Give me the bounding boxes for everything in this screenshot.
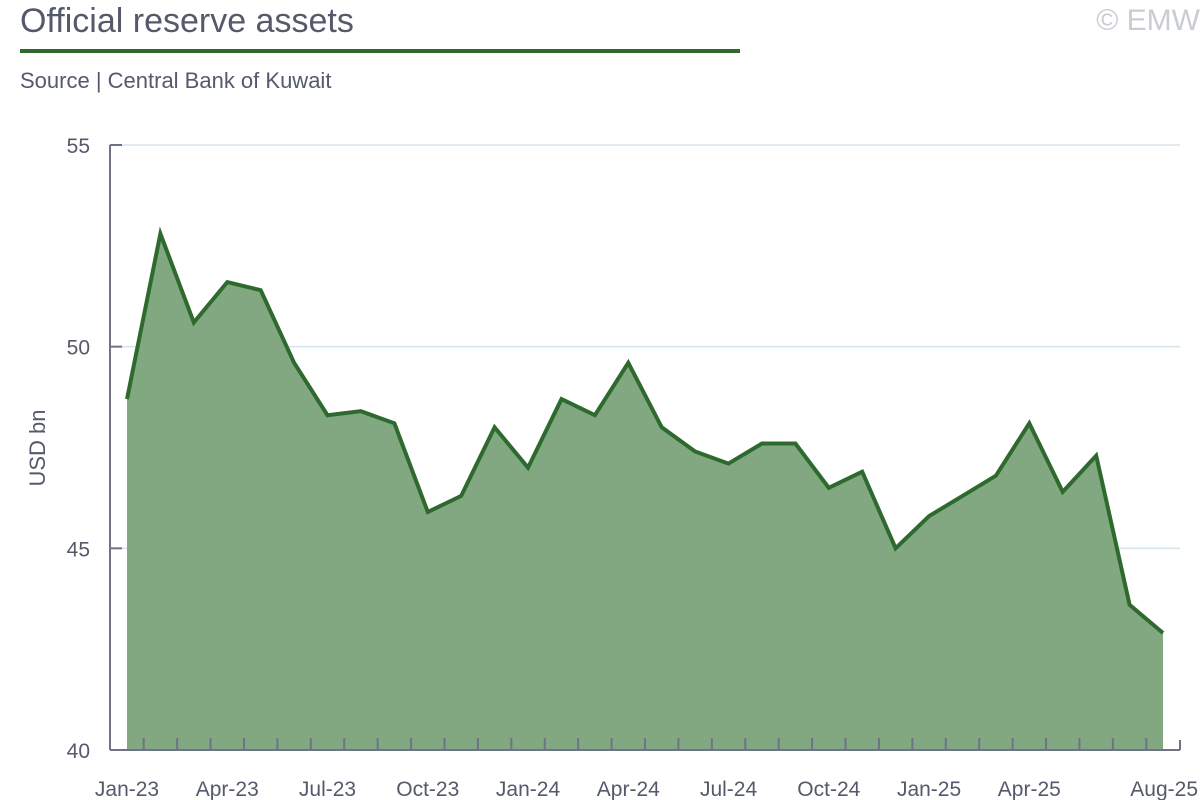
y-tick-label: 40 bbox=[67, 740, 90, 763]
y-tick-label: 50 bbox=[67, 337, 90, 360]
y-tick-label: 45 bbox=[67, 538, 90, 561]
x-tick-label: Apr-23 bbox=[196, 778, 259, 800]
copyright-watermark: © EMW bbox=[1096, 4, 1200, 37]
chart-title: Official reserve assets bbox=[20, 2, 354, 40]
x-tick-label: Apr-24 bbox=[597, 778, 660, 800]
chart-source: Source | Central Bank of Kuwait bbox=[20, 68, 332, 93]
x-tick-label: Jul-24 bbox=[700, 778, 758, 800]
x-tick-label: Oct-23 bbox=[396, 778, 459, 800]
area-fill bbox=[127, 233, 1163, 750]
y-axis-title: USD bn bbox=[25, 409, 50, 486]
x-tick-label: Apr-25 bbox=[998, 778, 1061, 800]
x-tick-label: Jan-25 bbox=[897, 778, 961, 800]
axes bbox=[109, 144, 1181, 751]
series-area bbox=[125, 226, 1165, 750]
tick-labels: 40 45 50 55 Jan-23 Apr-23 Jul-23 Oct-23 Jan-24 Ap… bbox=[25, 135, 1198, 800]
x-tick-label: Jan-23 bbox=[95, 778, 159, 800]
y-tick-label: 55 bbox=[67, 135, 90, 158]
x-tick-label: Jan-24 bbox=[496, 778, 561, 800]
series-line bbox=[125, 226, 1165, 635]
x-tick-label: Aug-25 bbox=[1130, 778, 1198, 800]
x-tick-label: Jul-23 bbox=[299, 778, 356, 800]
x-tick-label: Oct-24 bbox=[797, 778, 860, 800]
title-underline bbox=[20, 49, 740, 53]
